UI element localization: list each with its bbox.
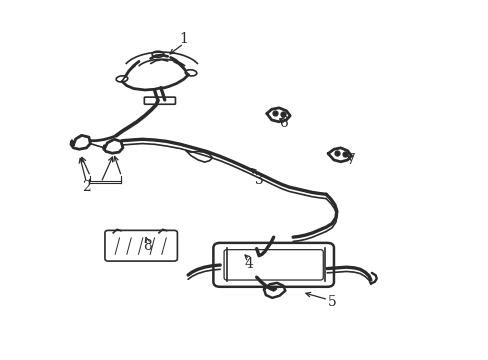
Text: 8: 8 xyxy=(142,239,151,253)
Text: 5: 5 xyxy=(327,295,336,309)
Text: 2: 2 xyxy=(82,180,91,194)
Text: 7: 7 xyxy=(346,153,355,167)
Text: 6: 6 xyxy=(279,116,287,130)
Text: 3: 3 xyxy=(254,173,263,187)
Text: 1: 1 xyxy=(179,32,188,46)
Text: 4: 4 xyxy=(244,257,253,271)
